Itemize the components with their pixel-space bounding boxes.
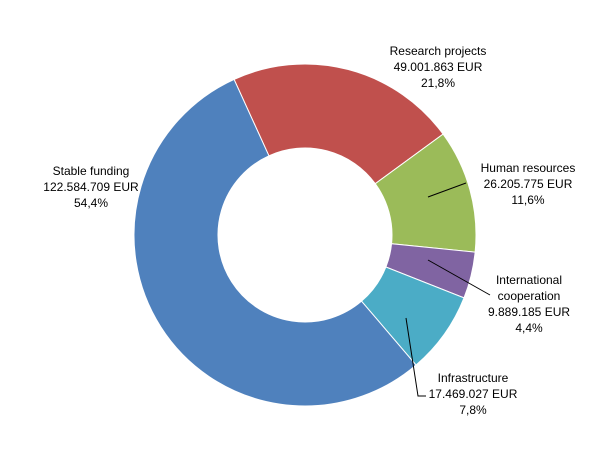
label-stable-value: 122.584.709 EUR	[43, 180, 139, 194]
label-intl-value: 9.889.185 EUR	[487, 305, 571, 319]
label-research-projects: Research projects 49.001.863 EUR 21,8%	[378, 43, 498, 91]
leader-line-human-resources	[427, 182, 467, 198]
leader-line-international-cooperation	[427, 259, 491, 296]
label-infra-value: 17.469.027 EUR	[428, 387, 518, 401]
label-human-resources: Human resources 26.205.775 EUR 11,6%	[468, 160, 588, 208]
label-intl-pct: 4,4%	[515, 321, 543, 335]
label-research-name: Research projects	[389, 44, 487, 58]
label-intl-name2: cooperation	[497, 289, 561, 303]
label-infra-name: Infrastructure	[437, 371, 509, 385]
label-intl-name1: International	[495, 273, 563, 287]
label-stable-name: Stable funding	[52, 164, 130, 178]
label-international-cooperation: International cooperation 9.889.185 EUR …	[472, 272, 586, 336]
slice-research-projects	[233, 63, 444, 185]
leader-line-infrastructure	[405, 317, 426, 397]
label-stable-pct: 54,4%	[73, 196, 109, 210]
label-stable-funding: Stable funding 122.584.709 EUR 54,4%	[28, 163, 154, 211]
label-research-pct: 21,8%	[420, 76, 456, 90]
label-infrastructure: Infrastructure 17.469.027 EUR 7,8%	[413, 370, 533, 418]
slice-stable-funding	[133, 78, 417, 407]
label-human-value: 26.205.775 EUR	[483, 177, 573, 191]
label-human-name: Human resources	[480, 161, 576, 175]
label-human-pct: 11,6%	[511, 193, 545, 207]
label-infra-pct: 7,8%	[459, 403, 487, 417]
label-research-value: 49.001.863 EUR	[393, 60, 483, 74]
